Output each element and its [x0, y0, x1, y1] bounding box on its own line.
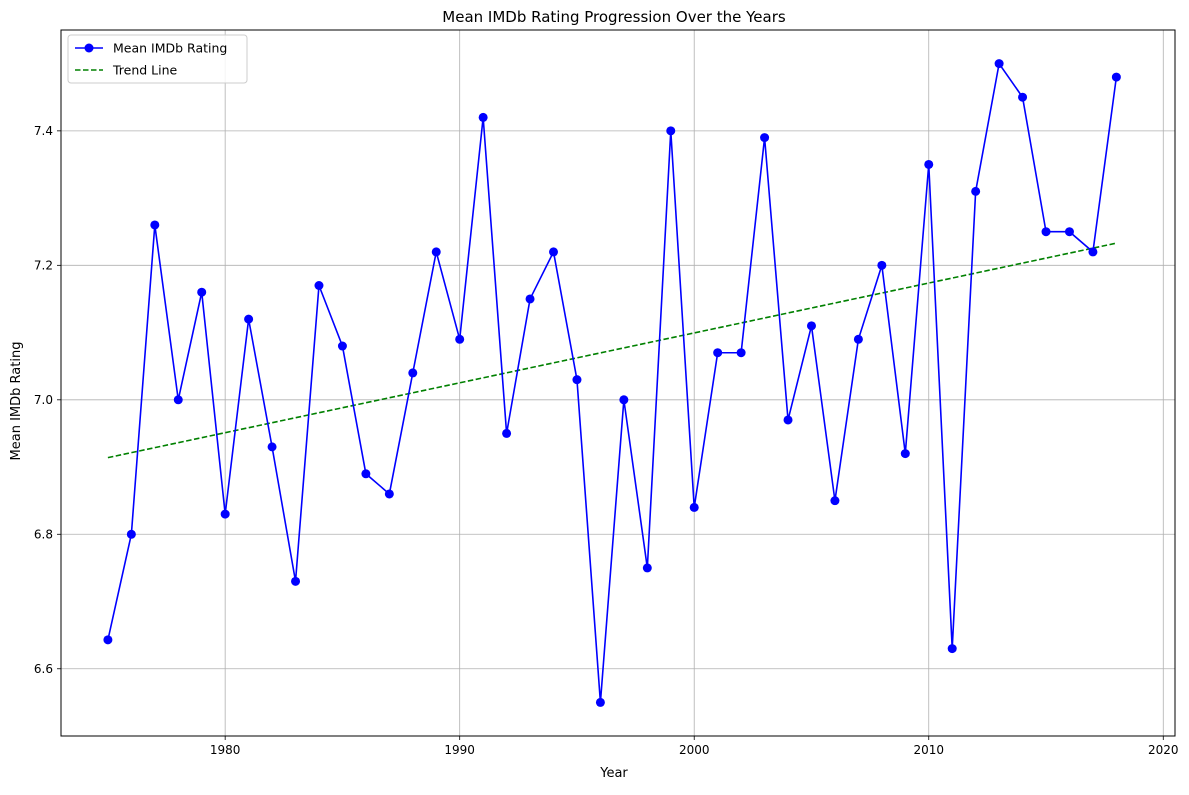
legend-box: [67, 34, 248, 84]
grid-lines: [61, 30, 1175, 736]
rating-data-point: [525, 294, 535, 304]
rating-data-point: [783, 415, 793, 425]
rating-data-point: [455, 334, 465, 344]
rating-data-point: [549, 247, 559, 257]
trend-line-layer: [107, 242, 1117, 459]
rating-data-point: [291, 576, 301, 586]
rating-data-point: [220, 509, 230, 519]
rating-data-point: [502, 428, 512, 438]
x-tick-label: 1990: [444, 743, 475, 757]
rating-data-point: [197, 287, 207, 297]
rating-data-point: [877, 260, 887, 270]
rating-data-point: [853, 334, 863, 344]
rating-data-point: [1064, 227, 1074, 237]
x-tick-label: 2010: [913, 743, 944, 757]
rating-data-point: [384, 489, 394, 499]
rating-data-point: [595, 697, 605, 707]
y-axis-label: Mean IMDb Rating: [9, 342, 24, 461]
rating-data-point: [1018, 92, 1028, 102]
x-tick-label: 1980: [210, 743, 241, 757]
rating-data-point: [619, 395, 629, 405]
rating-data-point: [126, 529, 136, 539]
rating-data-point: [642, 563, 652, 573]
rating-data-point: [1088, 247, 1098, 257]
legend-label-rating: Mean IMDb Rating: [113, 41, 227, 56]
rating-data-point: [314, 281, 324, 291]
x-tick-label: 2020: [1148, 743, 1179, 757]
rating-data-point: [150, 220, 160, 230]
rating-data-point: [971, 186, 981, 196]
rating-data-point: [572, 375, 582, 385]
rating-data-point: [173, 395, 183, 405]
rating-data-point: [1111, 72, 1121, 82]
legend: Mean IMDb Rating Trend Line: [67, 34, 248, 84]
rating-data-point: [431, 247, 441, 257]
y-tick-label: 6.8: [34, 527, 53, 541]
y-tick-label: 6.6: [34, 662, 53, 676]
rating-data-point: [1041, 227, 1051, 237]
y-tick-label: 7.4: [34, 124, 53, 138]
x-axis-ticks: 1980 1990 2000 2010 2020: [210, 736, 1179, 757]
x-axis-label: Year: [599, 766, 628, 781]
rating-data-point: [337, 341, 347, 351]
rating-data-point: [736, 348, 746, 358]
rating-data-point: [478, 112, 488, 122]
y-tick-label: 7.0: [34, 393, 53, 407]
rating-data-point: [713, 348, 723, 358]
rating-data-point: [408, 368, 418, 378]
rating-data-point: [900, 449, 910, 459]
y-tick-label: 7.2: [34, 258, 53, 272]
legend-rating-marker-swatch: [84, 43, 94, 53]
rating-data-point: [760, 133, 770, 143]
rating-data-point: [994, 59, 1004, 69]
plot-frame: [60, 29, 1176, 737]
chart-title: Mean IMDb Rating Progression Over the Ye…: [442, 8, 786, 26]
rating-data-point: [689, 502, 699, 512]
rating-data-point: [947, 644, 957, 654]
rating-series-line: [107, 61, 1118, 703]
rating-series-layer: [103, 59, 1121, 707]
rating-data-point: [361, 469, 371, 479]
rating-data-point: [666, 126, 676, 136]
trend-line: [107, 242, 1117, 459]
rating-data-point: [806, 321, 816, 331]
rating-data-point: [830, 496, 840, 506]
y-axis-ticks: 6.6 6.8 7.0 7.2 7.4: [34, 124, 61, 676]
rating-data-point: [244, 314, 254, 324]
rating-data-point: [103, 635, 113, 645]
rating-data-point: [924, 159, 934, 169]
x-tick-label: 2000: [679, 743, 710, 757]
legend-label-trend: Trend Line: [112, 63, 178, 78]
rating-data-point: [267, 442, 277, 452]
